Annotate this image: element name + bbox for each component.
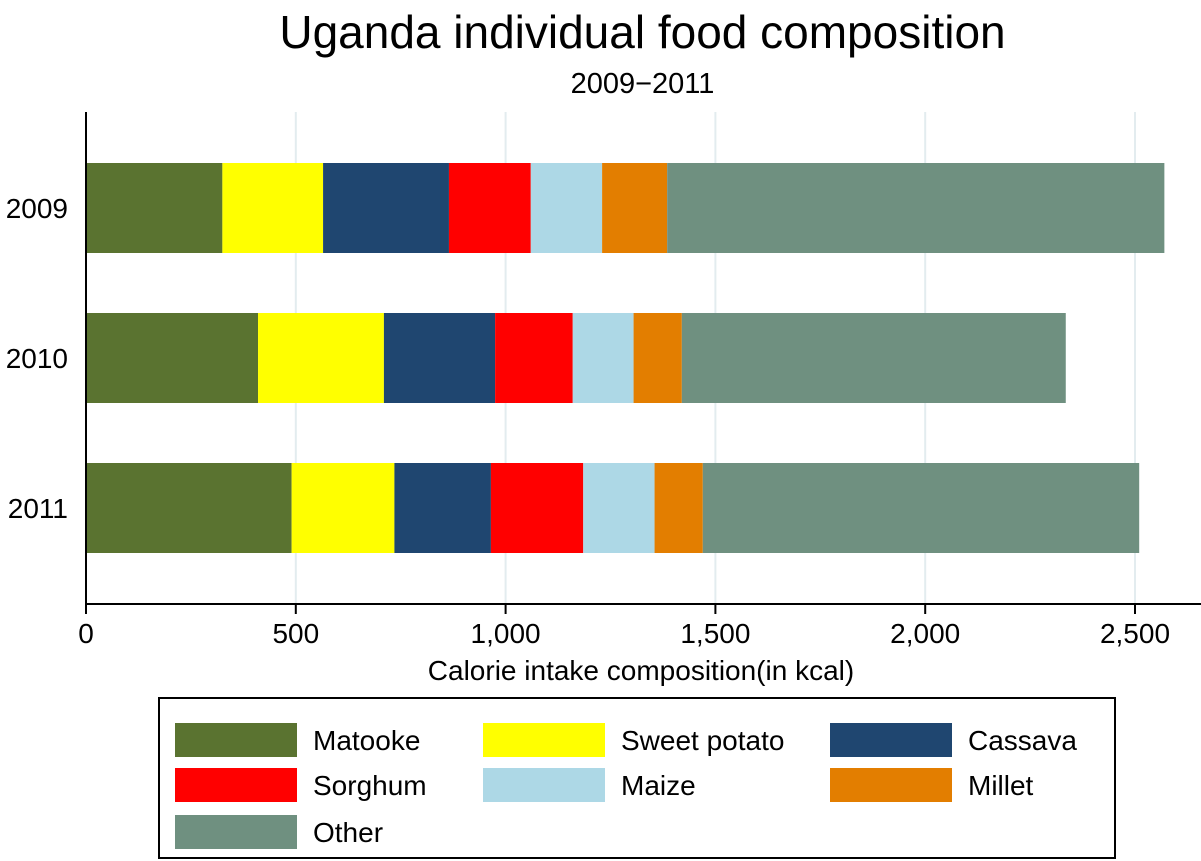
legend-label: Matooke [313,725,421,756]
bar-2009-sorghum [448,163,531,253]
bar-2010-maize [572,313,634,403]
legend-label: Maize [621,770,696,801]
x-tick-label-1000: 1,000 [471,618,541,649]
bar-2010-cassava [383,313,496,403]
chart-title: Uganda individual food composition [279,6,1006,58]
x-tick-label-500: 500 [272,618,319,649]
legend-label: Millet [968,770,1034,801]
x-tick-label-2000: 2,000 [890,618,960,649]
bar-2009-sweet-potato [222,163,324,253]
bar-2011-maize [583,463,655,553]
legend-swatch [175,723,297,757]
bar-2011-millet [654,463,703,553]
legend-swatch [483,723,605,757]
y-tick-label-2009: 2009 [6,193,68,224]
bar-2011-cassava [394,463,491,553]
bar-2009-other [667,163,1165,253]
bar-2009-maize [530,163,603,253]
y-tick-label-2011: 2011 [8,493,68,524]
legend-label: Other [313,817,384,848]
chart-subtitle: 2009−2011 [570,68,715,100]
bar-2010-matooke [86,313,259,403]
bar-2009-matooke [86,163,223,253]
legend-label: Sorghum [313,770,427,801]
x-axis-label: Calorie intake composition(in kcal) [428,655,854,686]
legend-swatch [175,815,297,849]
legend-swatch [175,768,297,802]
y-tick-label-2010: 2010 [6,343,68,374]
bar-2010-sorghum [495,313,573,403]
legend-swatch [830,723,952,757]
legend-swatch [483,768,605,802]
bar-2010-sweet-potato [258,313,384,403]
x-tick-label-2500: 2,500 [1100,618,1170,649]
legend-label: Cassava [968,725,1077,756]
legend-swatch [830,768,952,802]
bar-2009-millet [602,163,668,253]
bar-2011-sweet-potato [291,463,395,553]
bar-2010-other [681,313,1066,403]
legend-label: Sweet potato [621,725,785,756]
x-tick-label-1500: 1,500 [680,618,750,649]
bar-2009-cassava [323,163,449,253]
bar-2010-millet [633,313,682,403]
plot-area: 2009 2010 2011 0 500 1,000 1,500 2,000 2,500 Cal… [6,112,1201,686]
bar-2011-other [702,463,1140,553]
bar-2011-sorghum [490,463,584,553]
x-tick-label-0: 0 [78,618,94,649]
bar-2011-matooke [86,463,292,553]
legend: Matooke Sweet potato Cassava Sorghum Maize Mi… [158,697,1116,859]
